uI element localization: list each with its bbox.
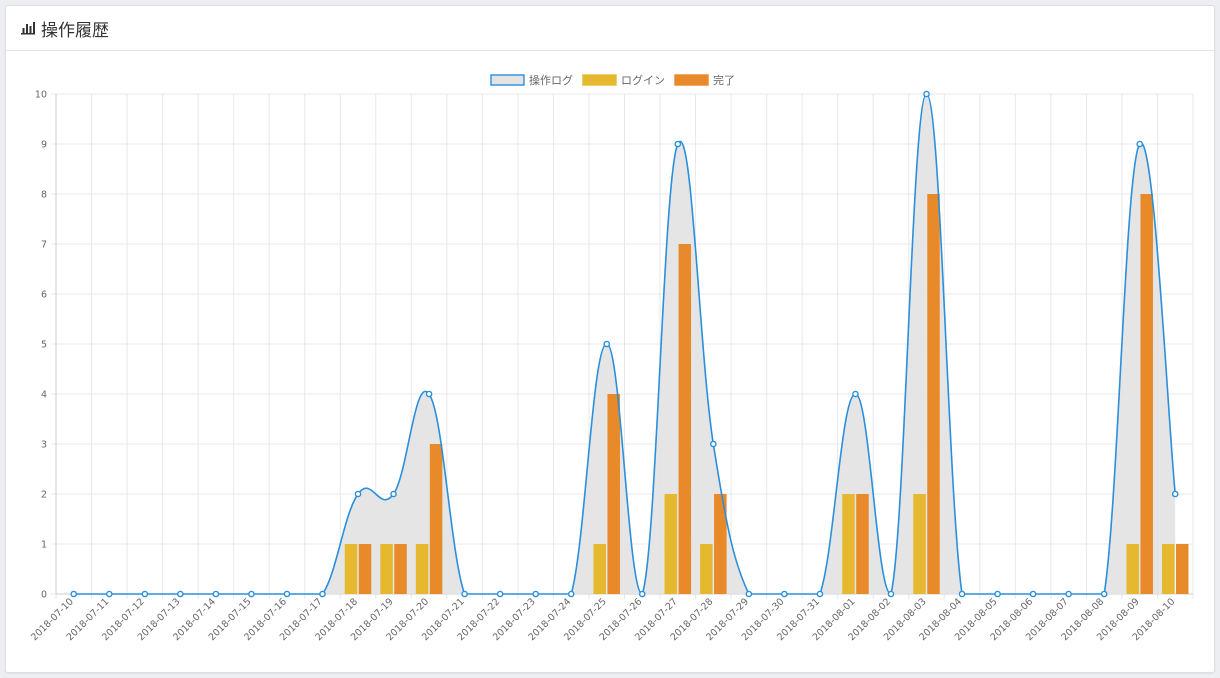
bar-complete (394, 544, 407, 594)
bar-complete (714, 494, 727, 594)
legend-swatch (582, 74, 617, 86)
data-point (1065, 590, 1072, 598)
data-point (638, 590, 646, 598)
data-point (603, 340, 611, 348)
bar-complete (856, 494, 869, 594)
data-point (958, 590, 966, 598)
data-point (852, 390, 859, 398)
bar-complete (1175, 544, 1189, 594)
points (70, 90, 1179, 598)
y-tick-label: 5 (41, 340, 47, 351)
y-tick-label: 4 (41, 390, 47, 401)
y-tick-label: 6 (41, 290, 47, 301)
data-point (816, 590, 824, 598)
data-point (1100, 590, 1108, 598)
data-point (354, 490, 362, 498)
legend-swatch (674, 74, 709, 86)
bar-complete (358, 544, 372, 594)
data-point (710, 440, 717, 448)
y-tick-label: 2 (41, 490, 47, 501)
data-point (674, 140, 682, 148)
bar-login (1126, 544, 1139, 594)
y-tick-label: 8 (41, 190, 47, 201)
bar-login (842, 494, 855, 594)
data-point (887, 590, 895, 598)
y-tick-label: 9 (41, 140, 47, 151)
bar-complete (927, 194, 940, 594)
bar-login (415, 544, 429, 594)
data-point (1029, 590, 1037, 598)
y-tick-label: 1 (41, 540, 47, 551)
y-tick-label: 3 (41, 440, 47, 451)
data-point (177, 590, 184, 598)
data-point (781, 590, 788, 598)
bar-login (664, 494, 678, 594)
data-point (319, 590, 326, 598)
legend-label: 完了 (713, 73, 735, 87)
series-area-操作ログ (73, 94, 1176, 594)
data-point (248, 590, 255, 598)
data-point (1136, 140, 1144, 148)
bar-complete (607, 394, 620, 594)
bar-chart-icon (21, 22, 35, 35)
legend-label: ログイン (621, 73, 665, 87)
data-point (567, 590, 575, 598)
data-point (105, 590, 113, 598)
bar-complete (1140, 194, 1153, 594)
data-point (425, 390, 433, 398)
bar-login (593, 544, 606, 594)
bar-login (913, 494, 926, 594)
y-tick-label: 7 (41, 240, 47, 251)
y-tick-label: 10 (35, 90, 47, 101)
data-point (496, 590, 504, 598)
data-point (532, 590, 539, 598)
bar-complete (429, 444, 443, 594)
legend-label: 操作ログ (529, 73, 573, 87)
data-point (70, 590, 78, 598)
page-title: 操作履歴 (41, 20, 109, 41)
bar-login (1161, 544, 1175, 594)
data-point (283, 590, 291, 598)
data-point (390, 490, 397, 498)
data-point (1171, 490, 1179, 498)
bar-login (700, 544, 713, 594)
y-tick-label: 0 (41, 590, 47, 601)
data-point (212, 590, 220, 598)
data-point (461, 590, 468, 598)
bar-complete (678, 244, 692, 594)
bar-login (344, 544, 358, 594)
data-point (923, 90, 930, 98)
card-header: 操作履歴 (6, 6, 1214, 51)
data-point (141, 590, 149, 598)
bar-login (380, 544, 393, 594)
bars (344, 194, 1189, 594)
data-point (994, 590, 1001, 598)
data-point (745, 590, 753, 598)
legend-swatch (490, 74, 525, 86)
legend: 操作ログ ログイン 完了 (490, 73, 735, 87)
